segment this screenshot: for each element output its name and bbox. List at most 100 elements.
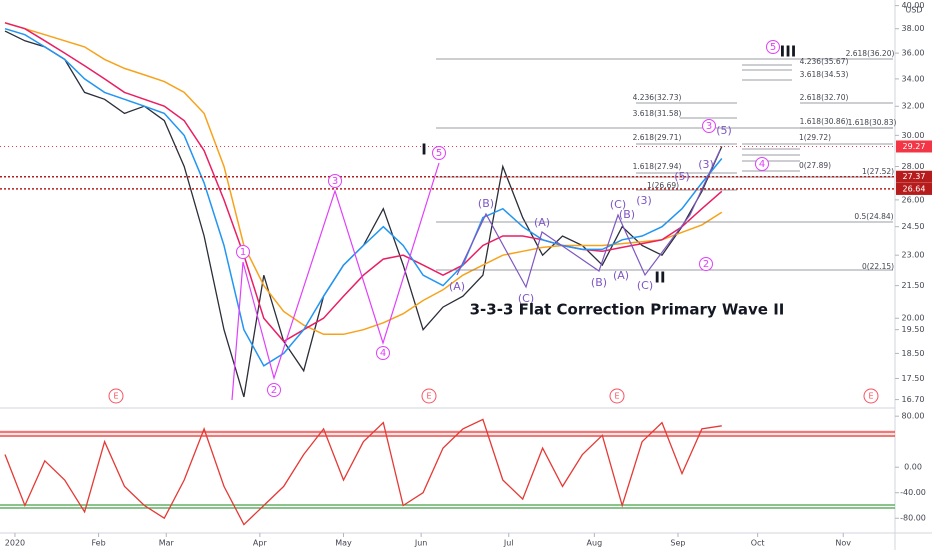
price-badge [896, 170, 932, 183]
series-line [4, 418, 722, 526]
wave-circle [699, 257, 713, 271]
y-tick-label: 24.50 [902, 222, 925, 231]
wave-label: (A) [534, 216, 550, 229]
y-tick-label: 30.00 [902, 131, 925, 140]
wave-label: 2 [703, 259, 709, 270]
x-tick-label: Jun [414, 539, 428, 548]
y-tick-label: 28.00 [902, 162, 925, 171]
wave-label: 3.618(34.53) [800, 70, 849, 79]
price-badge [896, 182, 932, 195]
wave-label: 4 [380, 348, 386, 359]
y-tick-label: 16.70 [902, 395, 925, 404]
x-tick-label: Nov [835, 539, 851, 548]
wave-label: 2.618(29.71) [633, 133, 682, 142]
y-tick-label: 19.50 [902, 325, 925, 334]
wave-label: 3 [332, 176, 338, 187]
x-tick-label: May [335, 539, 352, 548]
wave-label: II [654, 269, 665, 287]
series-line [4, 22, 723, 336]
x-tick-label: Sep [670, 539, 685, 548]
wave-label: 2.618(36.20) [846, 49, 895, 58]
overbought-zone [0, 430, 895, 437]
wave-circle [267, 383, 281, 397]
wave-label: (B) [478, 197, 494, 210]
wave-label: (B) [619, 208, 635, 221]
earnings-marker [609, 388, 625, 404]
wave-label: (5) [674, 170, 690, 183]
y-tick-label: 36.00 [902, 49, 925, 58]
wave-circle [328, 174, 342, 188]
earnings-label: E [868, 392, 873, 401]
y-tick-label: 18.50 [902, 349, 925, 358]
wave-label: (3) [636, 194, 652, 207]
series-line [4, 27, 723, 367]
wave-label: (5) [716, 124, 732, 137]
wave-label: 1.618(30.86) [800, 117, 849, 126]
wave-label: (A) [613, 269, 629, 282]
earnings-marker [863, 388, 879, 404]
wave-label: 5 [436, 148, 442, 159]
currency: USD [905, 6, 922, 15]
y-tick-label: 20.00 [902, 314, 925, 323]
price-badge-label: 27.37 [903, 172, 926, 181]
y-tick-label: 80.00 [902, 412, 925, 421]
y-tick-label: 32.00 [902, 102, 925, 111]
y-tick-label: 17.50 [902, 374, 925, 383]
x-tick-label: Apr [253, 539, 268, 548]
wave-label: 1.618(30.83) [848, 118, 897, 127]
wave-label: 1(27.52) [862, 167, 894, 176]
earnings-label: E [113, 392, 118, 401]
wave-label: 5 [770, 42, 776, 53]
earnings-marker [108, 388, 124, 404]
wave-label: 2 [271, 385, 277, 396]
series-line [4, 22, 723, 343]
wave-label: (B) [591, 276, 607, 289]
y-tick-label: 21.50 [902, 281, 925, 290]
wave-label: (3) [698, 158, 714, 171]
price-badge-label: 29.27 [903, 142, 926, 151]
earnings-label: E [426, 392, 431, 401]
wave-label: 1(26.69) [647, 181, 679, 190]
earnings-label: E [614, 392, 619, 401]
wave-label: 3 [706, 121, 712, 132]
wave-label: (C) [518, 292, 534, 305]
wave-label: 1 [240, 247, 246, 258]
x-tick-label: Feb [91, 539, 105, 548]
y-tick-label: -40.00 [900, 488, 926, 497]
wave-circle [766, 40, 780, 54]
wave-circle [236, 245, 250, 259]
x-tick-label: Oct [751, 539, 765, 548]
wave-label: (A) [449, 280, 465, 293]
price-badge-label: 26.64 [903, 184, 926, 193]
wave-label: 4 [759, 159, 765, 170]
price-badge [896, 140, 932, 153]
wave-label: 4.236(35.67) [800, 57, 849, 66]
wave-label: 3.618(31.58) [633, 109, 682, 118]
wave-label: 0(27.89) [799, 161, 831, 170]
wave-label: 4.236(32.73) [633, 93, 682, 102]
wave-label: (C) [637, 279, 653, 292]
earnings-marker [421, 388, 437, 404]
y-tick-label: 38.00 [902, 24, 925, 33]
x-tick-label: 2020 [5, 539, 25, 548]
wave-path [231, 162, 440, 401]
wave-label: (C) [610, 198, 626, 211]
x-tick-label: Aug [587, 539, 603, 548]
y-tick-label: 34.00 [902, 74, 925, 83]
y-tick-label: 40.00 [902, 1, 925, 10]
x-tick-label: Jul [503, 539, 514, 548]
wave-label: 0(22.15) [862, 262, 894, 271]
wave-label: 1.618(27.94) [633, 162, 682, 171]
wave-label: 0.5(24.84) [854, 212, 893, 221]
wave-label: I [421, 141, 427, 159]
chart-annotation-title: 3-3-3 Flat Correction Primary Wave II [470, 301, 785, 319]
wave-path-b [456, 149, 721, 289]
wave-label: 1(29.72) [799, 133, 831, 142]
wave-circle [432, 146, 446, 160]
wave-circle [376, 346, 390, 360]
y-tick-label: 26.00 [902, 195, 925, 204]
wave-circle [755, 157, 769, 171]
y-tick-label: 0.00 [904, 463, 922, 472]
